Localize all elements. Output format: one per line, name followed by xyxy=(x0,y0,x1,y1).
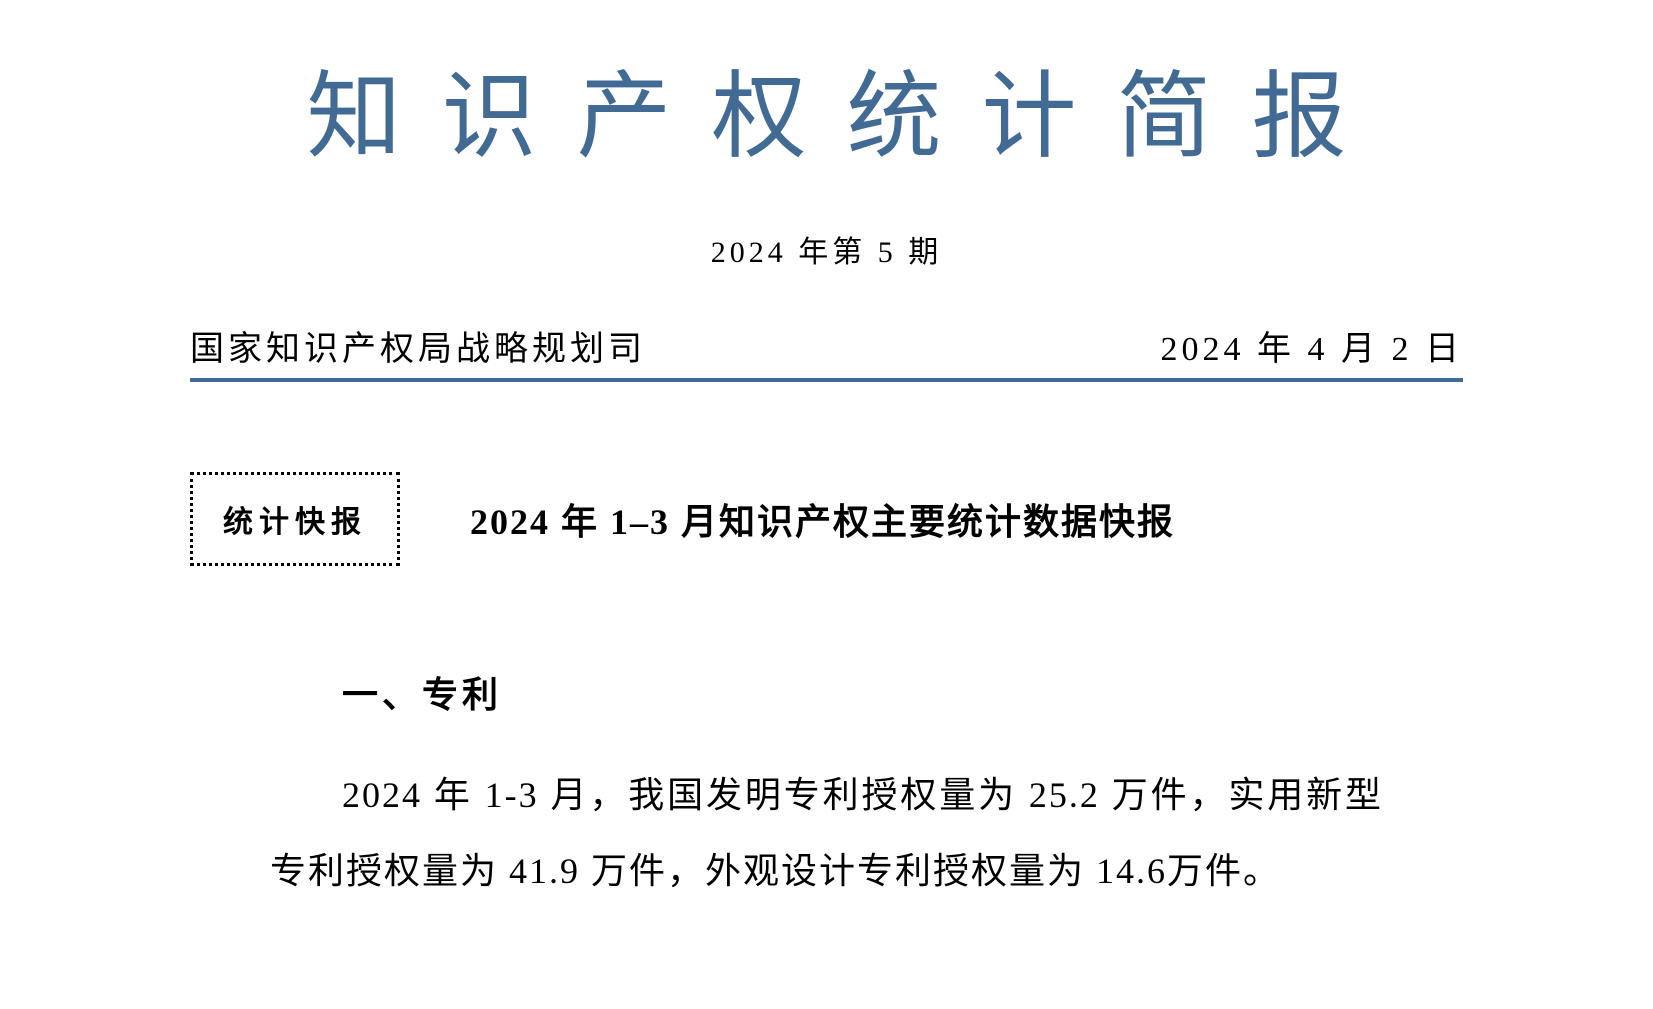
publication-date: 2024 年 4 月 2 日 xyxy=(1161,321,1464,370)
header-divider xyxy=(190,378,1463,382)
organization: 国家知识产权局战略规划司 xyxy=(190,321,646,370)
content-area: 一、专利 2024 年 1-3 月，我国发明专利授权量为 25.2 万件，实用新… xyxy=(190,666,1463,909)
document-page: 知识产权统计简报 2024 年第 5 期 国家知识产权局战略规划司 2024 年… xyxy=(0,0,1653,909)
subsection-heading: 一、专利 xyxy=(270,666,1383,718)
main-title: 知识产权统计简报 xyxy=(190,40,1463,177)
body-paragraph: 2024 年 1-3 月，我国发明专利授权量为 25.2 万件，实用新型专利授权… xyxy=(270,758,1383,909)
section-header-row: 统计快报 2024 年 1–3 月知识产权主要统计数据快报 xyxy=(190,472,1463,566)
section-title: 2024 年 1–3 月知识产权主要统计数据快报 xyxy=(470,493,1175,545)
section-badge: 统计快报 xyxy=(190,472,400,566)
issue-number: 2024 年第 5 期 xyxy=(190,227,1463,271)
header-row: 国家知识产权局战略规划司 2024 年 4 月 2 日 xyxy=(190,321,1463,370)
